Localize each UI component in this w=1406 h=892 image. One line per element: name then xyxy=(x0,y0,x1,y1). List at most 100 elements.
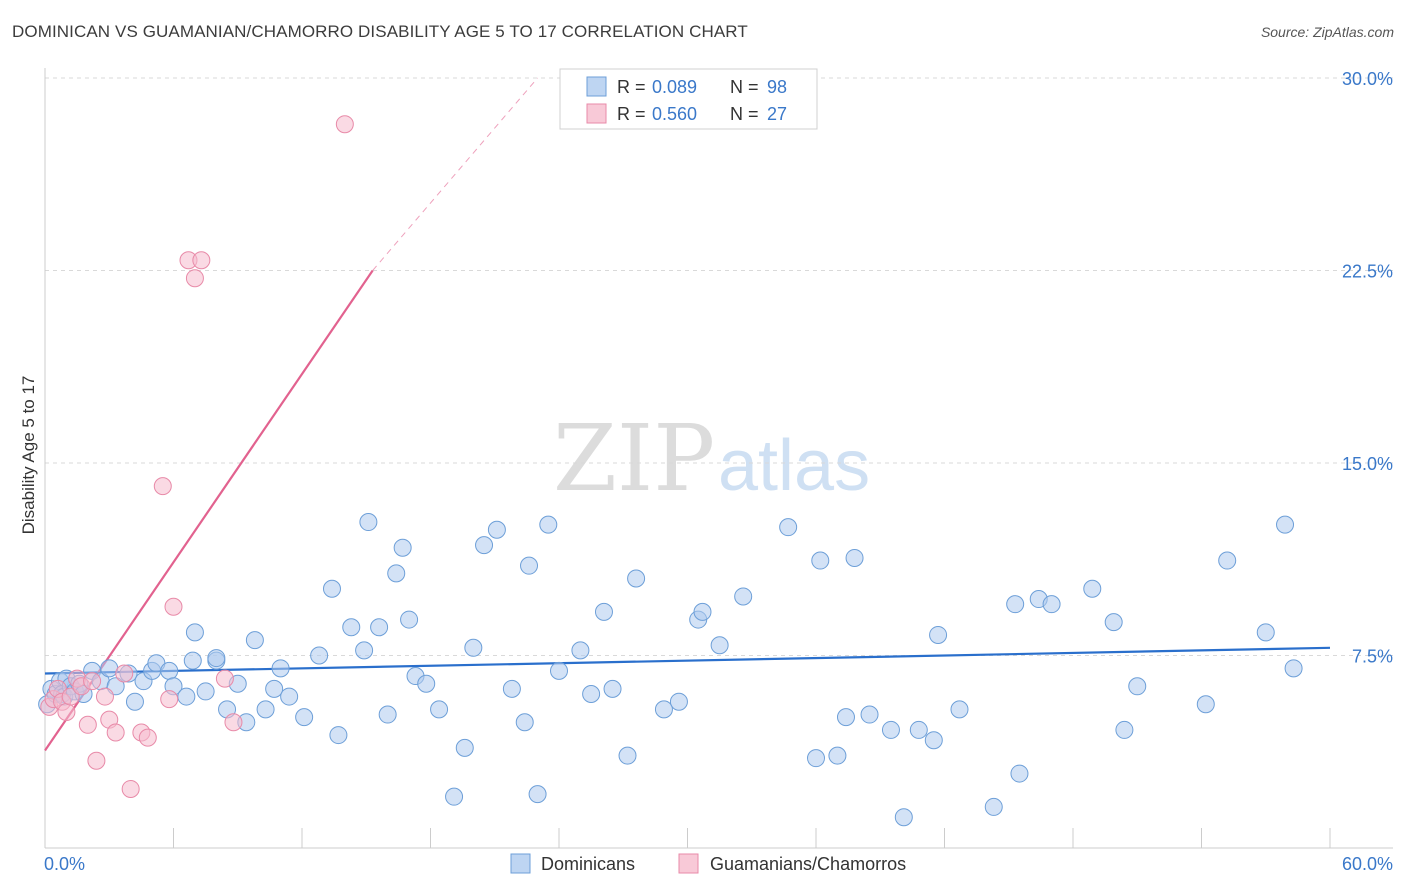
legend-n-label: N = xyxy=(730,77,759,97)
dominican-point xyxy=(950,700,969,719)
dominican-point xyxy=(280,687,299,706)
dominican-point xyxy=(669,692,688,711)
dominican-point xyxy=(515,713,534,732)
dominican-point xyxy=(1083,579,1102,598)
dominican-point xyxy=(550,661,568,680)
dominican-point xyxy=(627,569,646,588)
guamanian-point xyxy=(106,723,125,742)
dominican-point xyxy=(445,787,464,806)
dominican-point xyxy=(539,515,558,534)
guamanian-point xyxy=(83,672,102,691)
dominican-point xyxy=(710,636,729,655)
guamanian-point xyxy=(153,477,172,496)
dominican-point xyxy=(1104,613,1123,632)
dominican-point xyxy=(924,731,943,750)
dominican-point xyxy=(295,708,314,727)
dominican-point xyxy=(929,625,948,644)
y-tick-label: 7.5% xyxy=(1352,647,1393,667)
bottom-legend-label-dominicans: Dominicans xyxy=(541,854,635,874)
dominican-point xyxy=(807,749,825,768)
legend-n-value: 27 xyxy=(767,104,787,124)
dominican-point xyxy=(265,679,284,698)
dominican-point xyxy=(342,618,361,637)
guamanian-point xyxy=(115,664,134,683)
grid-lines xyxy=(45,77,1393,656)
legend-r-value: 0.089 xyxy=(652,77,697,97)
dominican-point xyxy=(571,641,590,660)
dominican-point xyxy=(1006,595,1025,614)
dominican-point xyxy=(322,579,341,598)
guamanian-point xyxy=(224,713,243,732)
legend-swatch-guamanians xyxy=(586,103,607,124)
dominican-point xyxy=(603,679,622,698)
dominican-point xyxy=(909,720,928,739)
legend-r-label: R = xyxy=(617,77,646,97)
dominican-point xyxy=(355,641,374,660)
guamanian-point xyxy=(335,115,354,134)
dominican-point xyxy=(100,659,119,678)
guamanian-point xyxy=(57,702,76,721)
dominican-point xyxy=(779,518,798,537)
dominican-point xyxy=(845,548,864,567)
guamanian-point xyxy=(215,669,234,688)
y-tick-label: 15.0% xyxy=(1342,454,1393,474)
legend: R = 0.089 N = 98 R = 0.560 N = 27 xyxy=(559,68,818,130)
dominican-point xyxy=(475,536,494,555)
bottom-legend-swatch-guamanians xyxy=(678,853,699,874)
dominican-point xyxy=(464,638,483,657)
dominican-trend-line xyxy=(44,646,1331,675)
dominican-point xyxy=(836,708,855,727)
dominican-point xyxy=(370,618,389,637)
watermark-zip: ZIP xyxy=(553,405,715,512)
guamanian-point xyxy=(164,597,183,616)
dominican-point xyxy=(417,674,436,693)
dominican-point xyxy=(1196,695,1215,714)
dominican-point xyxy=(693,602,712,621)
dominican-point xyxy=(359,513,378,532)
guamanian-point xyxy=(121,779,140,798)
chart-title: DOMINICAN VS GUAMANIAN/CHAMORRO DISABILI… xyxy=(12,22,748,41)
dominican-point xyxy=(378,705,397,724)
dominican-point xyxy=(177,687,196,706)
dominican-point xyxy=(160,661,179,680)
legend-n-value: 98 xyxy=(767,77,787,97)
guamanian-point xyxy=(95,687,114,706)
x-tick-label-max: 60.0% xyxy=(1342,854,1393,874)
dominican-point xyxy=(125,692,144,711)
guamanian-point xyxy=(87,751,106,770)
chart-source: Source: ZipAtlas.com xyxy=(1260,24,1394,40)
dominican-point xyxy=(881,720,900,739)
dominican-point xyxy=(310,646,329,665)
dominican-point xyxy=(329,726,348,745)
legend-r-value: 0.560 xyxy=(652,104,697,124)
dominican-point xyxy=(455,738,474,757)
bottom-legend-label-guamanians: Guamanians/Chamorros xyxy=(710,854,906,874)
dominican-point xyxy=(1256,623,1275,642)
dominican-point xyxy=(594,602,613,621)
dominican-point xyxy=(271,659,290,678)
x-tick-label-min: 0.0% xyxy=(44,854,85,874)
dominican-point xyxy=(528,785,547,804)
dominican-point xyxy=(984,797,1003,816)
watermark-atlas: atlas xyxy=(718,426,870,506)
dominican-point xyxy=(245,631,264,650)
dominican-point xyxy=(811,551,830,570)
dominican-point xyxy=(1218,551,1237,570)
bottom-legend-swatch-dominicans xyxy=(510,853,531,874)
bottom-legend: Dominicans Guamanians/Chamorros xyxy=(510,853,906,874)
guamanian-point xyxy=(138,728,157,747)
dominican-point xyxy=(393,538,412,557)
dominican-point xyxy=(400,610,419,629)
dominican-point xyxy=(1284,659,1303,678)
y-tick-label: 30.0% xyxy=(1342,69,1393,89)
dominican-point xyxy=(430,700,449,719)
axes: 7.5% 15.0% 22.5% 30.0% xyxy=(44,68,1393,849)
dominican-point xyxy=(618,746,637,765)
dominican-point xyxy=(654,700,673,719)
y-axis-title: Disability Age 5 to 17 xyxy=(19,376,38,535)
dominican-point xyxy=(1276,515,1295,534)
dominican-point xyxy=(520,556,539,575)
dominican-point xyxy=(1128,677,1147,696)
dominican-point xyxy=(828,746,847,765)
